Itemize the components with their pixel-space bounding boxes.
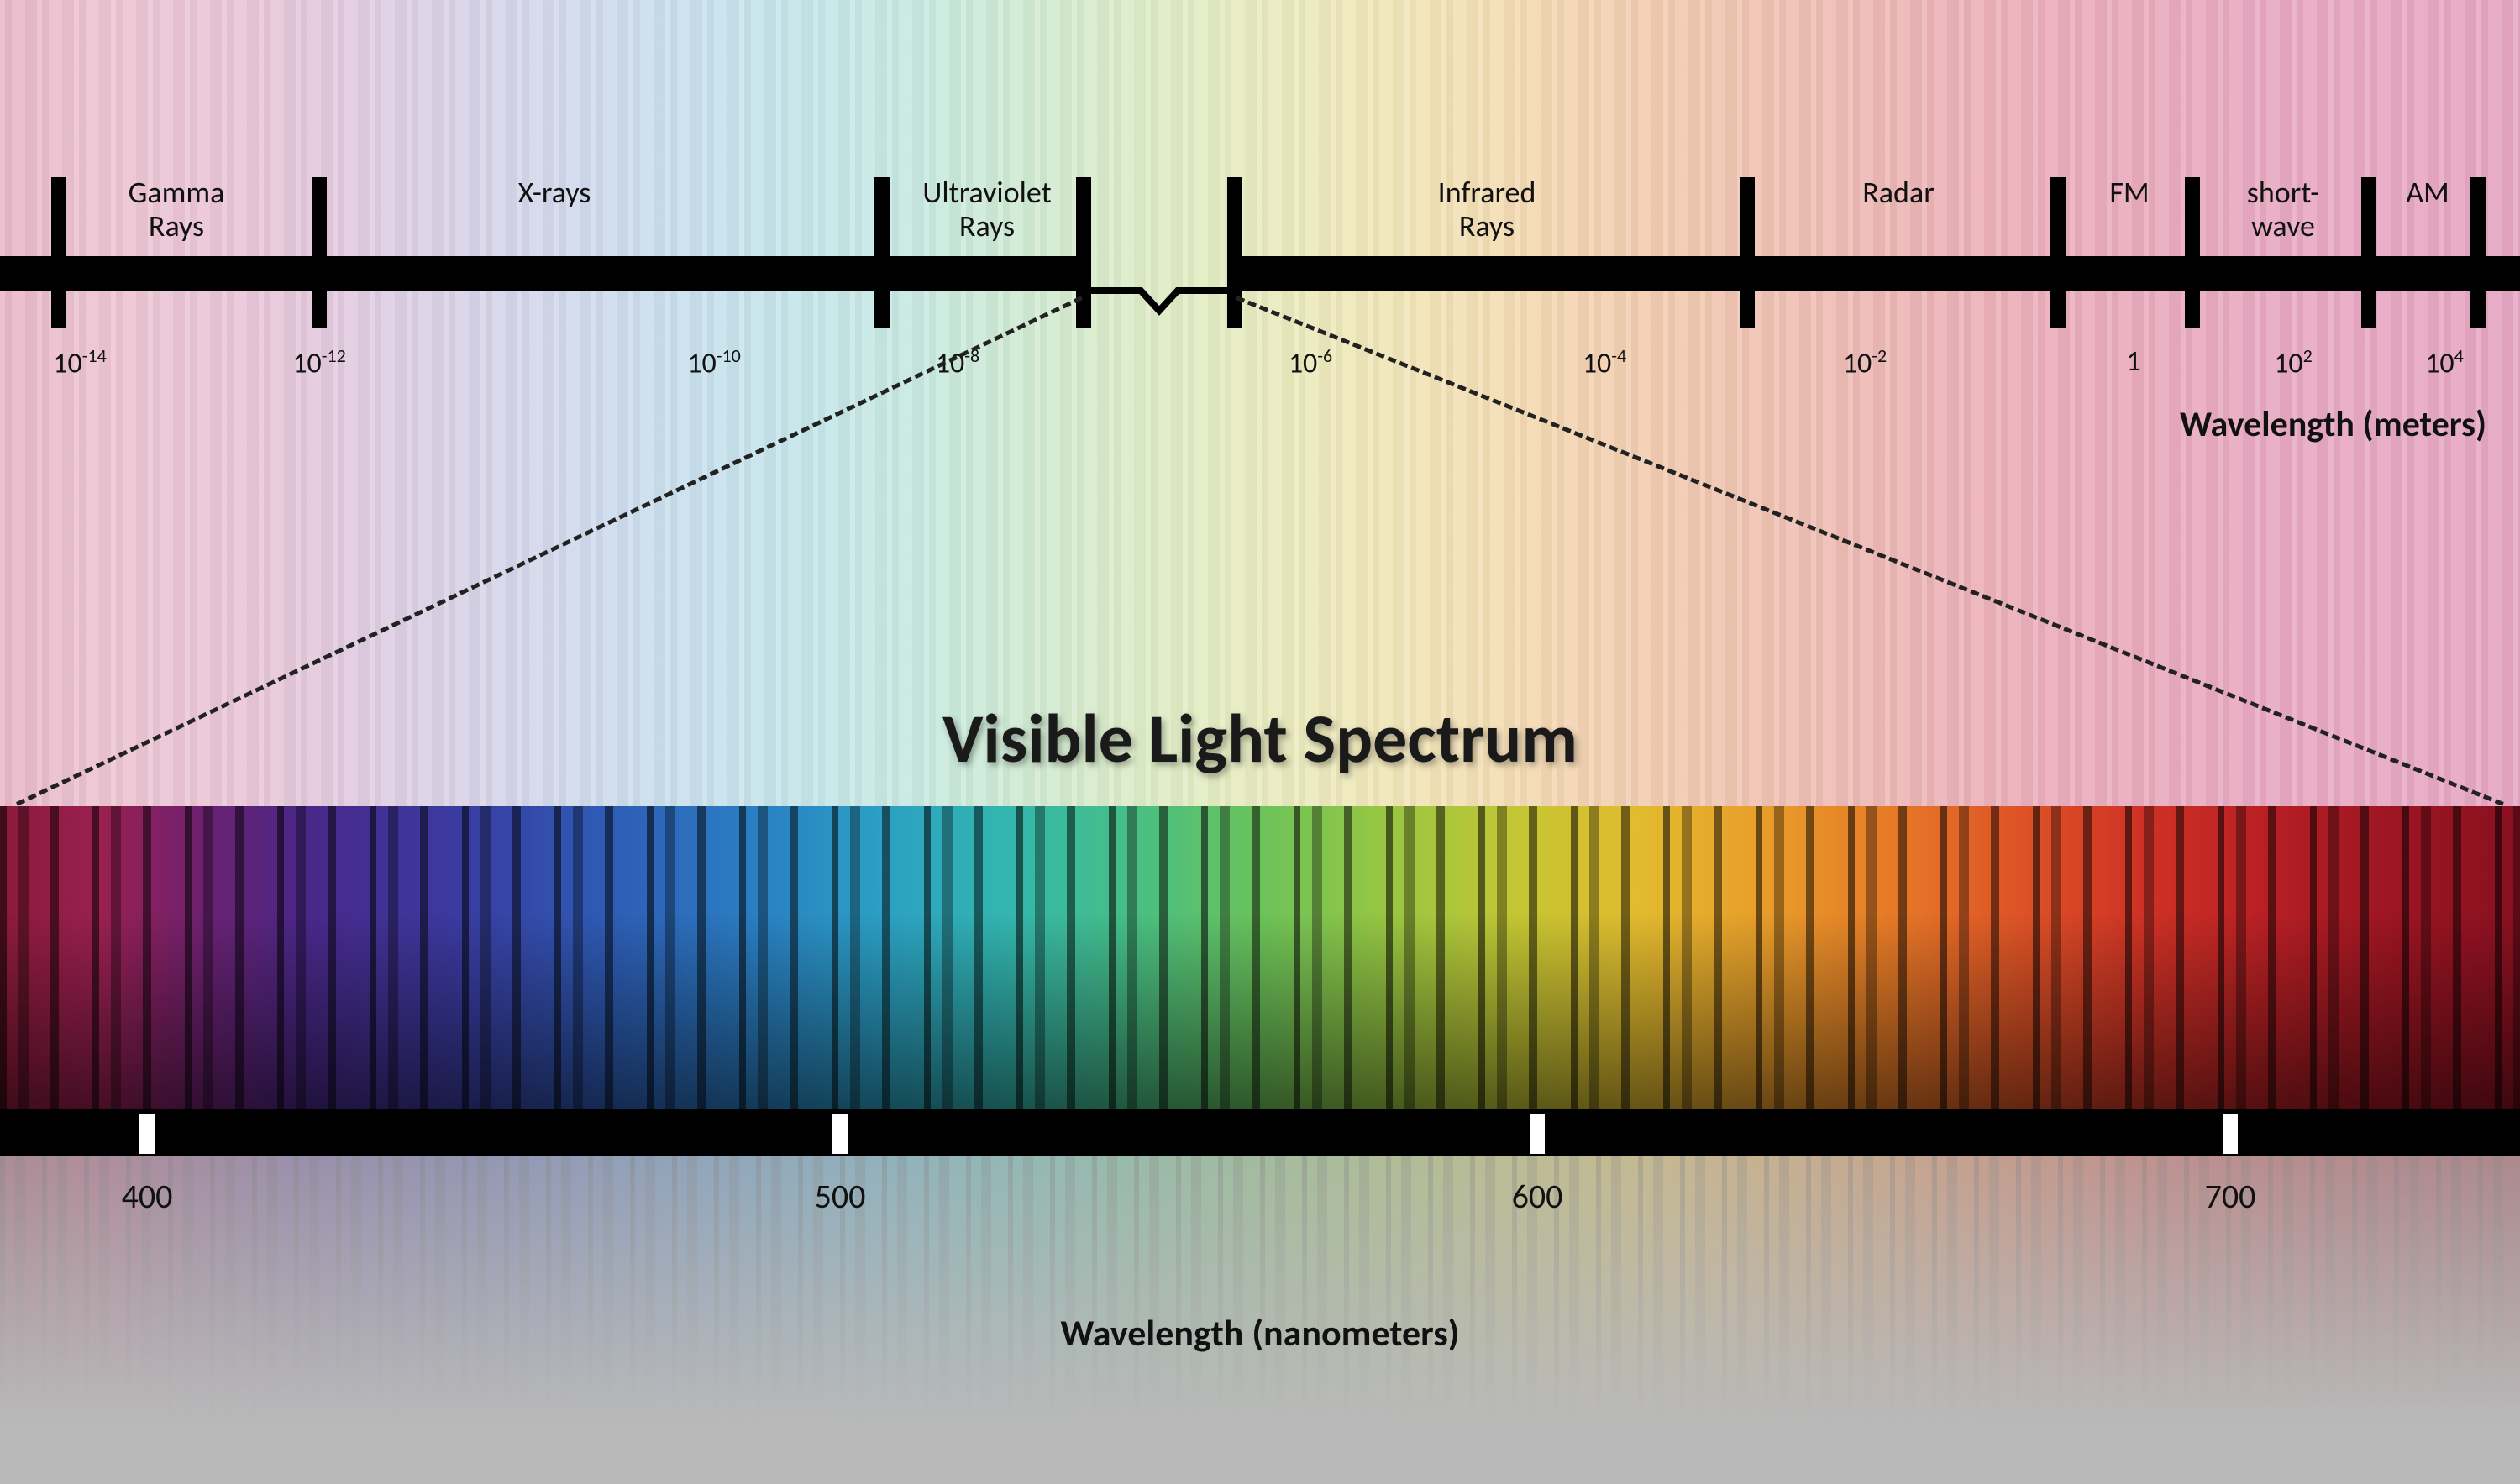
visible-tick-label: 600 [1512, 1176, 1563, 1217]
visible-tick-label: 700 [2205, 1176, 2256, 1217]
em-band-label: InfraredRays [1438, 176, 1536, 243]
em-band-label: X-rays [518, 176, 591, 210]
em-axis-bar-right [1236, 256, 2520, 291]
visible-tick [1530, 1114, 1545, 1154]
visible-tick [2223, 1114, 2238, 1154]
em-divider [2361, 177, 2376, 328]
em-band-label: FM [2109, 176, 2149, 210]
em-band-label: Radar [1862, 176, 1935, 210]
em-tick-label: 10-2 [1843, 344, 1887, 380]
em-divider [874, 177, 890, 328]
em-tick-label: 10-4 [1583, 344, 1626, 380]
spectrum-infographic: 10-1410-1210-1010-810-610-410-21102104Ga… [0, 0, 2520, 1484]
reflection-fade [0, 1156, 2520, 1441]
em-tick-label: 104 [2425, 344, 2464, 380]
em-divider [2470, 177, 2486, 328]
background-upper-spectrum [0, 0, 2520, 816]
em-divider [2185, 177, 2200, 328]
visible-tick [139, 1114, 155, 1154]
visible-tick [832, 1114, 848, 1154]
em-axis-gap-notch [1082, 286, 1236, 319]
em-band-label: AM [2406, 176, 2449, 210]
em-divider [312, 177, 327, 328]
em-divider [2050, 177, 2066, 328]
visible-axis-title: Wavelength (nanometers) [1060, 1310, 1459, 1356]
em-band-label: GammaRays [129, 176, 225, 243]
visible-tick-label: 400 [122, 1176, 173, 1217]
em-tick-label: 10-14 [53, 344, 107, 380]
em-tick-label: 10-12 [292, 344, 346, 380]
em-axis-bar-left [0, 256, 1082, 291]
em-divider [1740, 177, 1755, 328]
em-axis-title: Wavelength (meters) [2180, 403, 2486, 446]
em-tick-label: 1 [2126, 344, 2140, 379]
em-tick-label: 10-10 [687, 344, 741, 380]
visible-spectrum-strip [0, 806, 2520, 1109]
visible-tick-label: 500 [815, 1176, 866, 1217]
em-band-label: UltravioletRays [922, 176, 1051, 243]
em-band-label: short-wave [2247, 176, 2320, 243]
diagram-title: Visible Light Spectrum [942, 697, 1578, 781]
em-divider [51, 177, 66, 328]
visible-spectrum-axis-bar [0, 1109, 2520, 1156]
em-tick-label: 10-6 [1289, 344, 1332, 380]
em-tick-label: 102 [2274, 344, 2313, 380]
